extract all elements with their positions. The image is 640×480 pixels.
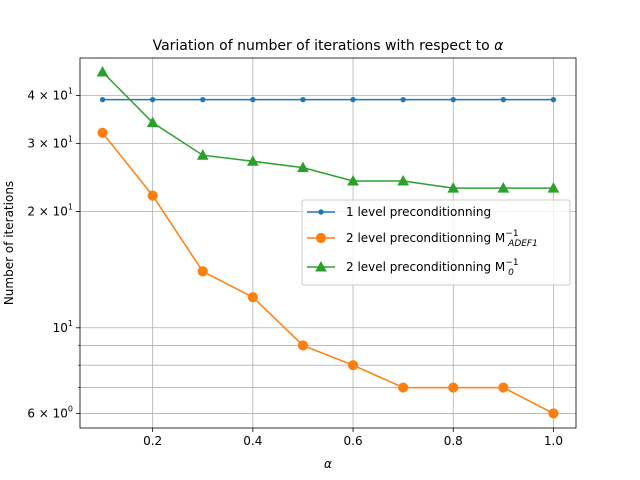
data-point <box>450 96 456 103</box>
chart-title-symbol: α <box>494 38 504 54</box>
legend-entry-2: 2 level preconditionning M−1 ADEF1 <box>307 229 538 249</box>
legend-label: 2 level preconditionning M−1 0 <box>346 258 519 278</box>
legend-entry-3: 2 level preconditionning M−1 0 <box>307 258 519 278</box>
data-point <box>347 360 359 371</box>
data-point <box>550 96 557 103</box>
data-point <box>498 382 509 393</box>
data-point <box>347 175 359 186</box>
data-point <box>247 292 258 303</box>
data-point <box>397 175 410 186</box>
chart-title: Variation of number of iterations with r… <box>153 38 505 54</box>
data-point <box>149 96 156 103</box>
legend-marker <box>318 209 324 215</box>
chart-title-text: Variation of number of iterations with r… <box>153 38 490 54</box>
x-tick-label: 0.6 <box>344 434 363 448</box>
series-line <box>101 132 554 415</box>
series-group <box>96 65 560 419</box>
series-1 <box>99 96 557 103</box>
x-tick-label: 0.8 <box>444 434 463 448</box>
data-point <box>547 182 560 193</box>
data-point <box>197 266 208 277</box>
data-point <box>448 382 459 393</box>
x-axis-label: α <box>324 457 332 471</box>
y-axis-label: Number of iterations <box>2 181 16 305</box>
legend-entry-1: 1 level preconditionning <box>307 205 491 219</box>
data-point <box>400 96 406 103</box>
plot-frame <box>79 57 577 429</box>
data-point <box>497 182 510 193</box>
y-tick-label: 6 × 100 <box>27 404 73 420</box>
legend-frame <box>301 199 571 286</box>
legend-marker <box>315 260 327 272</box>
series-line <box>102 71 554 189</box>
data-point <box>250 96 256 103</box>
data-point <box>297 161 309 173</box>
legend: 1 level preconditionning 2 level precondi… <box>301 199 571 286</box>
data-point <box>99 96 106 103</box>
data-point <box>96 65 109 77</box>
y-tick-label: 101 <box>53 319 73 335</box>
data-point <box>146 116 159 128</box>
legend-label: 2 level preconditionning M−1 ADEF1 <box>346 229 538 249</box>
data-point <box>297 340 309 351</box>
data-point <box>147 190 158 201</box>
data-point <box>196 149 209 160</box>
y-tick-label: 3 × 101 <box>27 135 73 151</box>
legend-label: 1 level preconditionning <box>346 205 491 219</box>
y-tick-label: 4 × 101 <box>27 86 73 102</box>
y-tick-label: 2 × 101 <box>27 203 73 219</box>
data-point <box>350 96 356 103</box>
x-tick-label: 1.0 <box>544 434 563 448</box>
series-2 <box>97 127 559 419</box>
data-point <box>500 96 507 103</box>
data-point <box>300 96 306 103</box>
x-tick-label: 0.2 <box>143 434 162 448</box>
data-point <box>200 96 206 103</box>
data-point <box>398 382 409 393</box>
x-tick-label: 0.4 <box>243 434 262 448</box>
data-point <box>97 127 108 138</box>
ticks: 0.2 0.4 0.6 0.8 1.0 6 × 100 101 2 × 101 3 × 101 4… <box>27 86 563 448</box>
data-point <box>548 408 559 419</box>
data-point <box>447 182 460 193</box>
series-3 <box>96 65 560 193</box>
legend-marker <box>315 232 327 244</box>
data-point <box>246 155 259 166</box>
